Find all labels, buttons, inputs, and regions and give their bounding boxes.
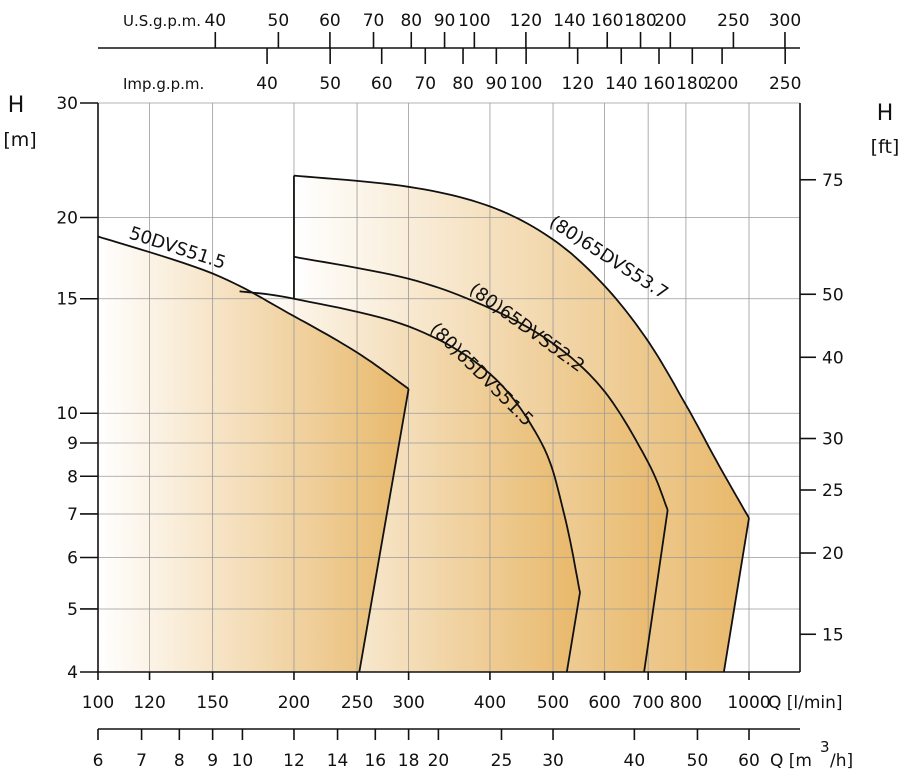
xtick-label-usgpm: 300: [769, 11, 801, 31]
performance-curves: [97, 174, 750, 673]
xtick-label-m3h: 6: [93, 751, 104, 771]
xtick-label-impgpm: 160: [643, 74, 675, 94]
ytick-label-right: 75: [822, 171, 844, 191]
y-axis-left-unit: [m]: [3, 129, 36, 151]
xtick-label-impgpm: 140: [605, 74, 637, 94]
xtick-label-impgpm: 200: [706, 74, 738, 94]
xtick-label-lmin: 700: [632, 693, 664, 713]
ytick-label-left: 5: [67, 600, 78, 620]
ytick-label-right: 20: [822, 544, 844, 564]
limit-line-80-65dvs52-2: [643, 509, 669, 673]
xtick-label-impgpm: 50: [319, 74, 341, 94]
xtick-label-m3h: 30: [542, 751, 564, 771]
xtick-label-usgpm: 140: [553, 11, 585, 31]
ytick-label-right: 15: [822, 625, 844, 645]
xtick-label-lmin: 250: [341, 693, 373, 713]
grid-lines: [97, 102, 800, 673]
xtick-label-usgpm: 40: [204, 11, 226, 31]
ytick-label-left: 20: [56, 209, 78, 229]
y-axis-right-title: H: [877, 101, 894, 126]
xtick-label-impgpm: 100: [510, 74, 542, 94]
ytick-label-left: 10: [56, 404, 78, 424]
xtick-label-usgpm: 80: [400, 11, 422, 31]
xtick-label-m3h: 8: [174, 751, 185, 771]
xtick-label-usgpm: 180: [624, 11, 656, 31]
xtick-label-lmin: 300: [392, 693, 424, 713]
xtick-label-lmin: 100: [82, 693, 114, 713]
xtick-label-m3h: 9: [207, 751, 218, 771]
xtick-label-impgpm: 250: [769, 74, 801, 94]
ytick-label-left: 15: [56, 290, 78, 310]
xtick-label-usgpm: 100: [458, 11, 490, 31]
ytick-label-left: 8: [67, 467, 78, 487]
xtick-label-m3h: 40: [624, 751, 646, 771]
usgpm-axis-label: U.S.g.p.m.: [123, 12, 201, 30]
ytick-label-right: 30: [822, 430, 844, 450]
ytick-label-left: 7: [67, 505, 78, 525]
y-axis-left-title: H: [8, 93, 25, 118]
xtick-label-lmin: 120: [133, 693, 165, 713]
xtick-label-usgpm: 120: [510, 11, 542, 31]
axes: [80, 32, 816, 740]
xtick-label-usgpm: 70: [363, 11, 385, 31]
xtick-label-impgpm: 40: [256, 74, 278, 94]
ytick-label-left: 4: [67, 663, 78, 683]
xtick-label-lmin: 200: [278, 693, 310, 713]
xtick-label-usgpm: 60: [319, 11, 341, 31]
xtick-label-usgpm: 200: [654, 11, 686, 31]
xtick-label-m3h: 10: [232, 751, 254, 771]
ytick-label-right: 50: [822, 285, 844, 305]
xtick-label-lmin: 800: [670, 693, 702, 713]
curve-80-65dvs52-2: [293, 255, 669, 511]
xtick-label-m3h: 16: [364, 751, 386, 771]
ytick-label-left: 6: [67, 548, 78, 568]
xtick-label-impgpm: 80: [452, 74, 474, 94]
xtick-label-m3h: 14: [327, 751, 349, 771]
x-unit-m3h-tail: /h]: [830, 751, 853, 771]
xtick-label-m3h: 20: [428, 751, 450, 771]
xtick-label-usgpm: 160: [591, 11, 623, 31]
x-unit-m3h-sup: 3: [820, 738, 830, 756]
curve-80-65dvs53-7: [293, 174, 750, 519]
xtick-label-lmin: 150: [196, 693, 228, 713]
xtick-label-usgpm: 250: [717, 11, 749, 31]
y-axis-right-unit: [ft]: [871, 136, 900, 158]
limit-line-80-65dvs51-5: [565, 592, 581, 673]
xtick-label-usgpm: 50: [268, 11, 290, 31]
xtick-label-m3h: 12: [283, 751, 305, 771]
xtick-label-m3h: 7: [136, 751, 147, 771]
xtick-label-lmin: 500: [537, 693, 569, 713]
ytick-label-right: 25: [822, 481, 844, 501]
x-unit-lmin: Q [l/min]: [768, 693, 843, 713]
xtick-label-impgpm: 90: [486, 74, 508, 94]
xtick-label-m3h: 25: [491, 751, 513, 771]
xtick-label-impgpm: 180: [676, 74, 708, 94]
xtick-label-m3h: 18: [398, 751, 420, 771]
ytick-label-right: 40: [822, 348, 844, 368]
limit-line-50dvs51-5: [358, 388, 410, 673]
area-50dvs51-5: [98, 236, 409, 672]
ytick-label-left: 9: [67, 434, 78, 454]
limit-line-80-65dvs53-7: [722, 517, 750, 673]
xtick-label-lmin: 600: [588, 693, 620, 713]
xtick-label-usgpm: 90: [434, 11, 456, 31]
xtick-label-m3h: 50: [687, 751, 709, 771]
xtick-label-lmin: 1000: [727, 693, 770, 713]
xtick-label-lmin: 400: [474, 693, 506, 713]
xtick-label-m3h: 60: [738, 751, 760, 771]
x-unit-m3h: Q [m: [770, 751, 812, 771]
xtick-label-impgpm: 70: [414, 74, 436, 94]
curve-50dvs51-5: [97, 235, 410, 390]
impgpm-axis-label: Imp.g.p.m.: [123, 75, 204, 93]
ytick-label-left: 30: [56, 94, 78, 114]
xtick-label-impgpm: 120: [561, 74, 593, 94]
xtick-label-impgpm: 60: [371, 74, 393, 94]
